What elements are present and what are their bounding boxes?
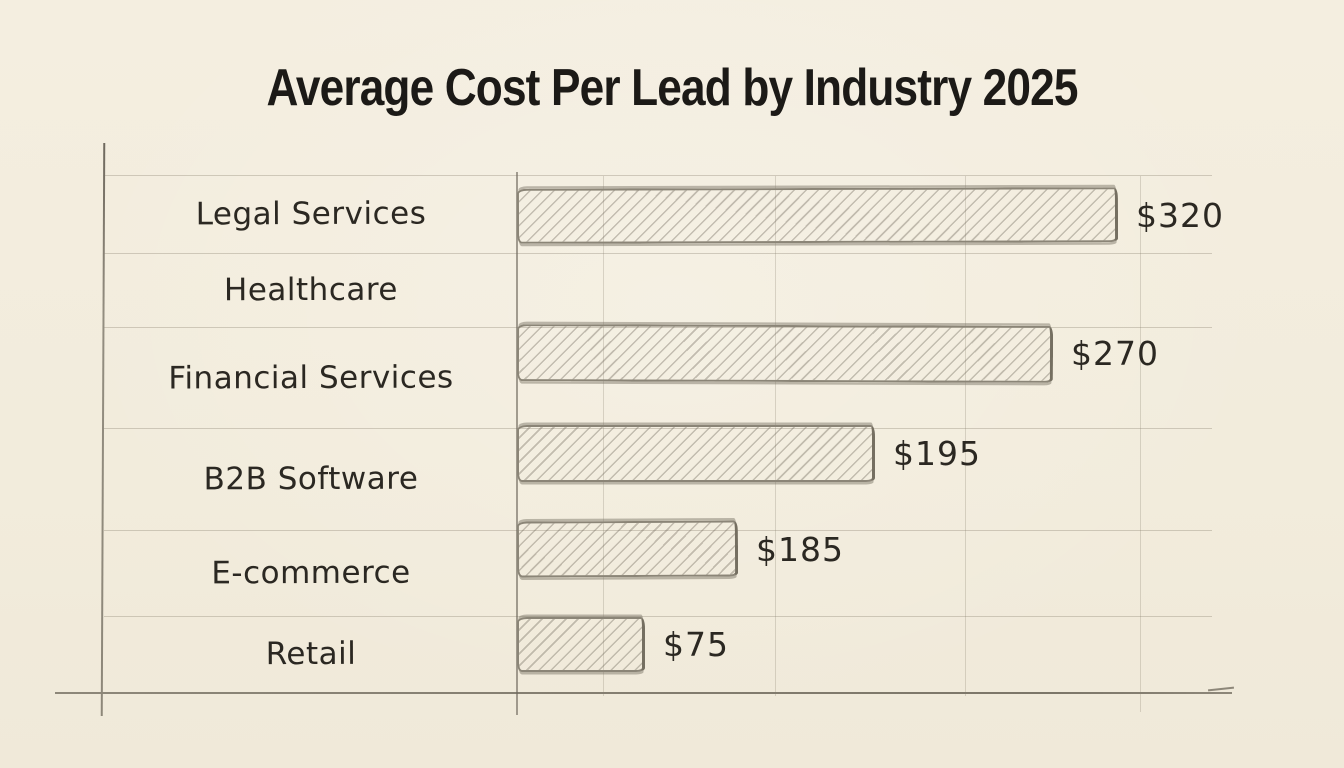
category-label: Retail: [265, 635, 357, 673]
vertical-gridline: [1140, 176, 1141, 712]
value-label: $320: [1136, 196, 1224, 235]
bar-e-commerce: [516, 520, 739, 578]
value-label: $195: [893, 434, 981, 473]
horizontal-gridline: [104, 175, 1212, 176]
value-label: $75: [663, 625, 729, 664]
bar-retail: [517, 617, 645, 672]
vertical-gridline: [603, 176, 604, 696]
value-label: $270: [1071, 334, 1159, 373]
category-label: B2B Software: [203, 460, 419, 498]
vertical-gridline: [775, 176, 776, 696]
category-label: Healthcare: [223, 271, 399, 309]
chart-title: Average Cost Per Lead by Industry 2025: [266, 59, 1078, 117]
category-label: Financial Services: [168, 359, 454, 396]
bar-financial-services: [516, 324, 1054, 383]
value-label: $185: [756, 529, 844, 569]
horizontal-gridline: [104, 616, 1212, 617]
horizontal-gridline: [104, 428, 1212, 429]
horizontal-gridline: [104, 530, 1212, 531]
vertical-gridline: [965, 176, 966, 696]
category-label: E-commerce: [211, 554, 411, 592]
bar-legal-services: [516, 187, 1119, 244]
horizontal-gridline: [104, 327, 1212, 328]
horizontal-gridline: [104, 253, 1212, 254]
category-label: Legal Services: [195, 195, 427, 233]
bar-b2b-software: [517, 425, 875, 482]
y-axis-line: [100, 142, 106, 717]
x-axis-line: [55, 692, 1232, 694]
